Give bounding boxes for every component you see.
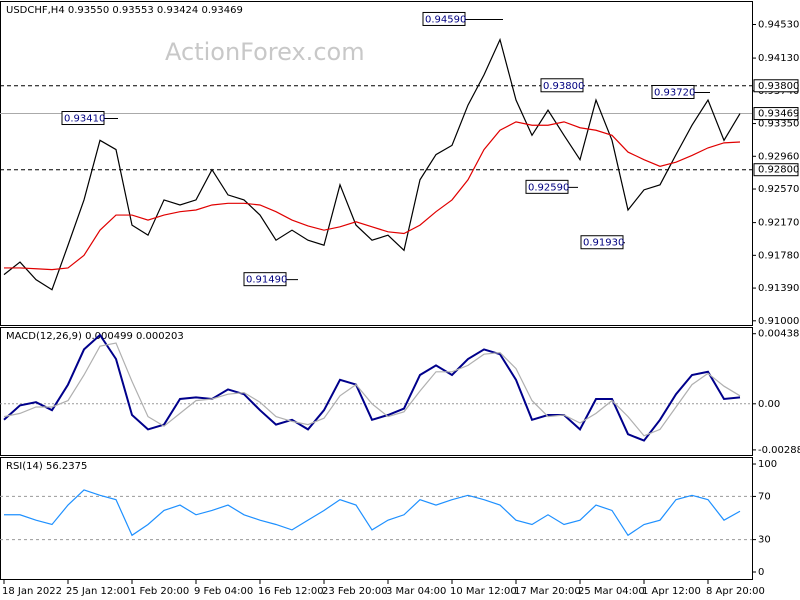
macd-panel — [0, 327, 753, 456]
x-tick-label: 9 Feb 04:00 — [194, 586, 253, 597]
y-tick-label: 0.00 — [758, 399, 780, 410]
annotation-box — [243, 272, 287, 287]
y-tick-label: 0.92170 — [758, 218, 799, 229]
annotation-box — [61, 111, 105, 126]
y-tick-label: 70 — [758, 491, 771, 502]
level-label: 0.92800 — [758, 165, 799, 176]
annotation-label: 0.93800 — [543, 81, 584, 92]
annotation-label: 0.91490 — [246, 275, 287, 286]
x-tick-label: 10 Mar 12:00 — [450, 586, 517, 597]
series-line — [3, 342, 741, 437]
annotation-label: 0.91930 — [583, 238, 624, 249]
chart-title: USDCHF,H4 0.93550 0.93553 0.93424 0.9346… — [6, 5, 243, 16]
x-tick-label: 18 Jan 2022 — [2, 586, 62, 597]
y-tick-label: 0.91780 — [758, 250, 799, 261]
annotation-box — [651, 84, 695, 99]
series-line — [4, 121, 741, 271]
level-box — [753, 107, 799, 121]
series-line — [3, 37, 741, 291]
y-tick-label: 0.92570 — [758, 184, 799, 195]
x-tick-label: 1 Apr 12:00 — [642, 586, 701, 597]
x-tick-label: 3 Mar 04:00 — [386, 586, 446, 597]
y-tick-label: 0.91000 — [758, 316, 799, 327]
annotation-box — [422, 11, 466, 26]
macd-title: MACD(12,26,9) 0.000499 0.000203 — [6, 331, 184, 342]
x-tick-label: 23 Feb 20:00 — [322, 586, 388, 597]
x-tick-label: 1 Feb 20:00 — [130, 586, 189, 597]
rsi-panel — [0, 457, 753, 580]
annotation-label: 0.93720 — [654, 87, 695, 98]
x-tick-label: 25 Jan 12:00 — [66, 586, 129, 597]
x-tick-label: 17 Mar 20:00 — [514, 586, 581, 597]
annotation-box — [580, 235, 624, 250]
annotation-label: 0.94590 — [425, 14, 466, 25]
y-tick-label: 0.93350 — [758, 119, 799, 130]
y-tick-label: 0.94530 — [758, 20, 799, 31]
y-tick-label: 0 — [758, 567, 764, 578]
series-line — [3, 333, 741, 442]
rsi-title: RSI(14) 56.2375 — [6, 461, 87, 472]
x-tick-label: 16 Feb 12:00 — [258, 586, 324, 597]
annotation-label: 0.93410 — [64, 114, 105, 125]
price-panel — [0, 1, 753, 326]
y-tick-label: 0.91390 — [758, 283, 799, 294]
annotation-label: 0.92590 — [528, 182, 569, 193]
annotation-box — [540, 78, 584, 93]
y-tick-label: 0.92960 — [758, 151, 799, 162]
level-label: 0.93469 — [758, 109, 799, 120]
y-tick-label: 0.94130 — [758, 53, 799, 64]
y-tick-label: 0.004381 — [758, 329, 800, 340]
y-tick-label: 30 — [758, 535, 771, 546]
level-box — [753, 163, 799, 177]
level-box — [753, 79, 799, 93]
y-tick-label: 100 — [758, 459, 777, 470]
x-tick-label: 8 Apr 20:00 — [706, 586, 765, 597]
watermark: ActionForex.com — [165, 38, 365, 66]
annotation-box — [525, 179, 569, 194]
x-tick-label: 25 Mar 04:00 — [578, 586, 645, 597]
series-line — [4, 489, 741, 537]
level-label: 0.93800 — [758, 81, 799, 92]
